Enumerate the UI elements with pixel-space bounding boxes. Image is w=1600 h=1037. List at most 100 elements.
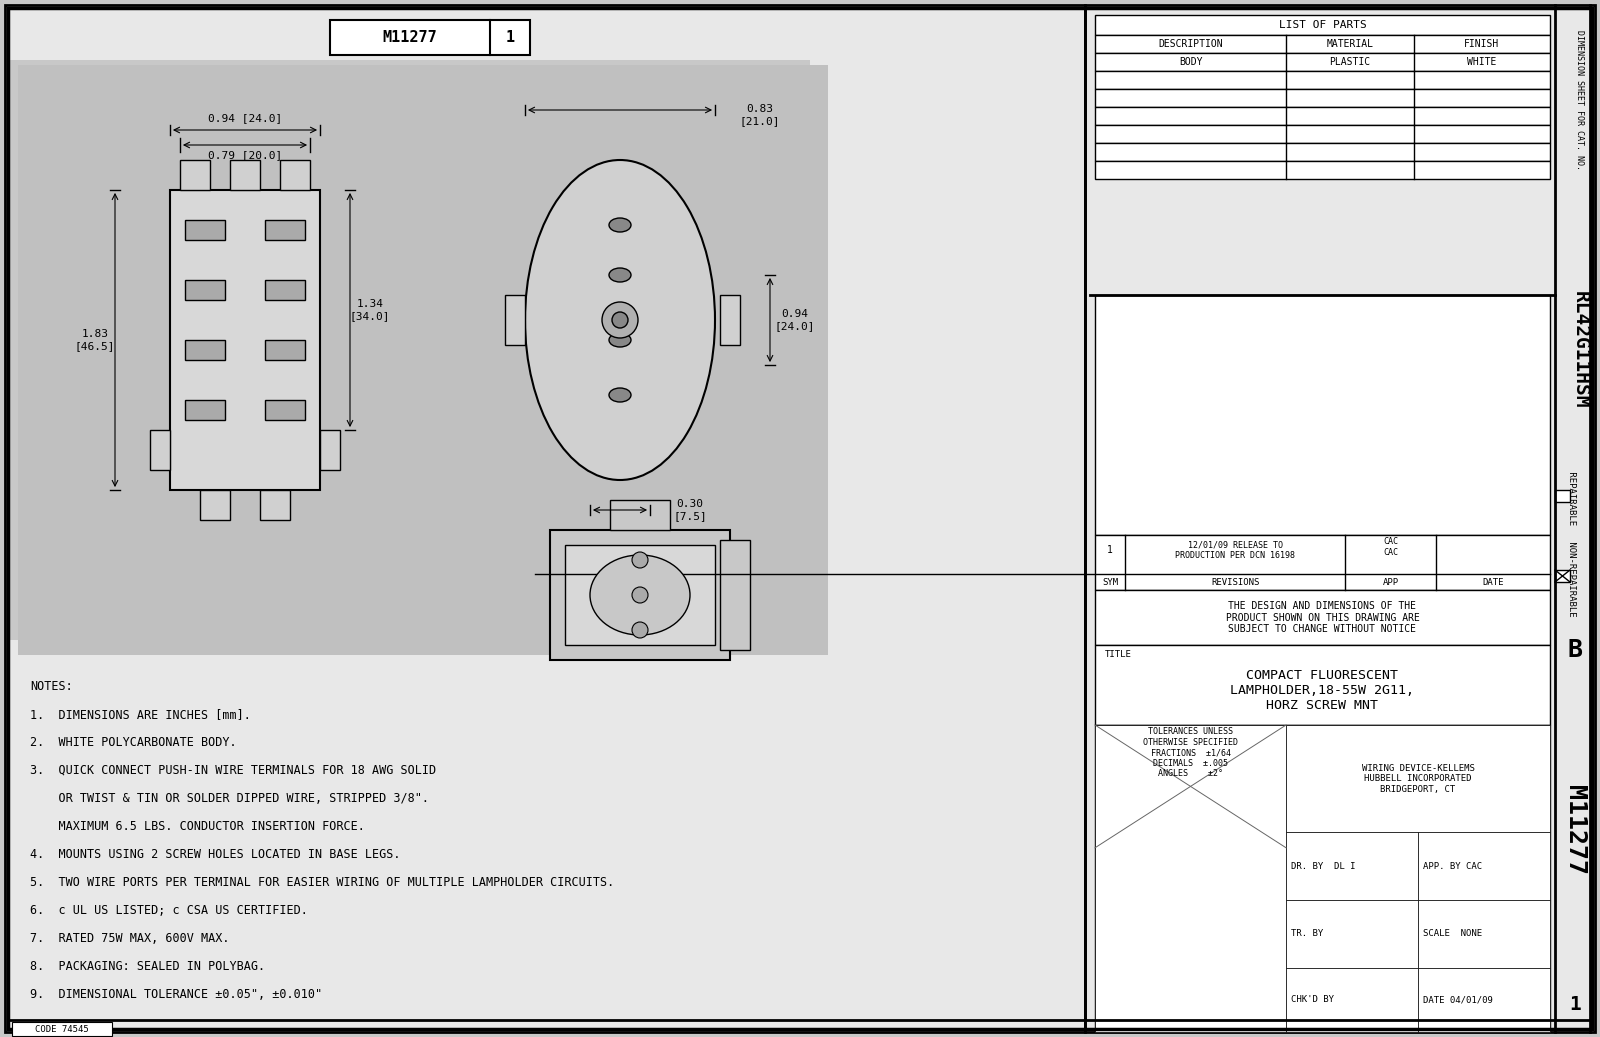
Bar (1286, 900, 1418, 968)
Ellipse shape (610, 268, 630, 282)
Bar (1418, 833, 1550, 900)
Text: 1: 1 (506, 30, 515, 45)
Text: M11277: M11277 (382, 30, 437, 45)
Circle shape (632, 552, 648, 568)
Text: 1.34
[34.0]: 1.34 [34.0] (350, 300, 390, 320)
Text: MATERIAL: MATERIAL (1326, 39, 1373, 49)
Text: 3.  QUICK CONNECT PUSH-IN WIRE TERMINALS FOR 18 AWG SOLID: 3. QUICK CONNECT PUSH-IN WIRE TERMINALS … (30, 764, 437, 777)
Circle shape (613, 312, 629, 328)
Text: SYM: SYM (1102, 578, 1118, 587)
Bar (200, 491, 230, 520)
Bar (1094, 295, 1550, 535)
Bar (1286, 725, 1550, 833)
Bar (170, 190, 320, 491)
Text: 9.  DIMENSIONAL TOLERANCE ±0.05", ±0.010": 9. DIMENSIONAL TOLERANCE ±0.05", ±0.010" (30, 988, 322, 1001)
Bar (1286, 833, 1418, 900)
Bar (1094, 53, 1550, 71)
Text: REVISIONS: REVISIONS (1211, 578, 1259, 587)
Ellipse shape (610, 218, 630, 232)
Bar (280, 160, 310, 190)
Bar (720, 540, 750, 650)
Bar (186, 280, 226, 300)
Bar (230, 160, 261, 190)
Text: 0.83
[21.0]: 0.83 [21.0] (739, 104, 781, 125)
Bar (261, 491, 290, 520)
Text: FRACTIONS  ±1/64
DECIMALS  ±.005
ANGLES    ±2°: FRACTIONS ±1/64 DECIMALS ±.005 ANGLES ±2… (1150, 748, 1230, 778)
Ellipse shape (590, 555, 690, 635)
Bar (186, 400, 226, 420)
Text: 7.  RATED 75W MAX, 600V MAX.: 7. RATED 75W MAX, 600V MAX. (30, 932, 229, 945)
Bar (10, 60, 810, 640)
Bar (610, 500, 670, 530)
Text: DATE 04/01/09: DATE 04/01/09 (1422, 996, 1493, 1004)
Text: WHITE: WHITE (1467, 57, 1496, 67)
Bar (5, 5, 1085, 1032)
Text: M11277: M11277 (1563, 785, 1587, 875)
Bar (565, 545, 715, 645)
Text: 2.  WHITE POLYCARBONATE BODY.: 2. WHITE POLYCARBONATE BODY. (30, 736, 237, 749)
Bar (1094, 535, 1550, 590)
Text: TOLERANCES UNLESS
OTHERWISE SPECIFIED: TOLERANCES UNLESS OTHERWISE SPECIFIED (1142, 727, 1238, 747)
Circle shape (632, 587, 648, 602)
Bar (1555, 491, 1570, 502)
Ellipse shape (610, 333, 630, 347)
Bar (1286, 968, 1418, 1032)
Text: TITLE: TITLE (1106, 650, 1131, 658)
Text: CAC
CAC: CAC CAC (1384, 537, 1398, 557)
Bar (720, 295, 741, 345)
Text: 5.  TWO WIRE PORTS PER TERMINAL FOR EASIER WIRING OF MULTIPLE LAMPHOLDER CIRCUIT: 5. TWO WIRE PORTS PER TERMINAL FOR EASIE… (30, 876, 614, 889)
Text: TR. BY: TR. BY (1291, 929, 1323, 938)
Text: SCALE  NONE: SCALE NONE (1422, 929, 1482, 938)
Bar (1555, 570, 1570, 582)
Text: NON-REPAIRABLE: NON-REPAIRABLE (1568, 536, 1576, 616)
Ellipse shape (610, 388, 630, 402)
Circle shape (602, 302, 638, 338)
Bar (1094, 725, 1550, 1032)
Text: 1.83
[46.5]: 1.83 [46.5] (75, 329, 115, 351)
Text: CHK'D BY: CHK'D BY (1291, 996, 1334, 1004)
Bar (1094, 590, 1550, 645)
Text: PLASTIC: PLASTIC (1330, 57, 1370, 67)
Text: REPAIRABLE: REPAIRABLE (1568, 467, 1576, 526)
Bar (1418, 968, 1550, 1032)
Bar (186, 340, 226, 360)
Bar (186, 220, 226, 240)
Bar (1094, 161, 1550, 179)
Bar (13, 1022, 112, 1036)
Bar (320, 430, 341, 470)
Text: 0.30
[7.5]: 0.30 [7.5] (674, 499, 707, 521)
Bar (1094, 71, 1550, 89)
Text: WIRING DEVICE-KELLEMS
HUBBELL INCORPORATED
BRIDGEPORT, CT: WIRING DEVICE-KELLEMS HUBBELL INCORPORAT… (1362, 764, 1475, 793)
Bar (1094, 107, 1550, 125)
Text: 0.79 [20.0]: 0.79 [20.0] (208, 150, 282, 160)
Text: DATE: DATE (1482, 578, 1504, 587)
Bar (181, 160, 210, 190)
Bar (1094, 725, 1286, 1032)
Text: COMPACT FLUORESCENT
LAMPHOLDER,18-55W 2G11,
HORZ SCREW MNT: COMPACT FLUORESCENT LAMPHOLDER,18-55W 2G… (1230, 669, 1414, 711)
Bar (266, 220, 306, 240)
Text: DR. BY  DL I: DR. BY DL I (1291, 862, 1355, 871)
Bar (506, 295, 525, 345)
Bar (330, 20, 530, 55)
Text: APP. BY CAC: APP. BY CAC (1422, 862, 1482, 871)
Bar (266, 400, 306, 420)
Bar (1085, 5, 1595, 1032)
Text: APP: APP (1382, 578, 1398, 587)
Bar (1094, 125, 1550, 143)
Circle shape (632, 622, 648, 638)
Bar (1094, 89, 1550, 107)
Bar (266, 340, 306, 360)
Bar (1094, 15, 1550, 35)
Ellipse shape (525, 160, 715, 480)
Text: 1: 1 (1570, 996, 1581, 1014)
Bar (266, 280, 306, 300)
Bar (1418, 900, 1550, 968)
Text: 1.  DIMENSIONS ARE INCHES [mm].: 1. DIMENSIONS ARE INCHES [mm]. (30, 708, 251, 721)
Text: B: B (1568, 638, 1582, 662)
Bar (18, 65, 829, 655)
Text: 4.  MOUNTS USING 2 SCREW HOLES LOCATED IN BASE LEGS.: 4. MOUNTS USING 2 SCREW HOLES LOCATED IN… (30, 848, 400, 861)
Text: CODE 74545: CODE 74545 (35, 1025, 90, 1034)
Text: 8.  PACKAGING: SEALED IN POLYBAG.: 8. PACKAGING: SEALED IN POLYBAG. (30, 960, 266, 973)
Text: NOTES:: NOTES: (30, 680, 72, 693)
Text: 12/01/09 RELEASE TO
PRODUCTION PER DCN 16198: 12/01/09 RELEASE TO PRODUCTION PER DCN 1… (1174, 540, 1294, 560)
